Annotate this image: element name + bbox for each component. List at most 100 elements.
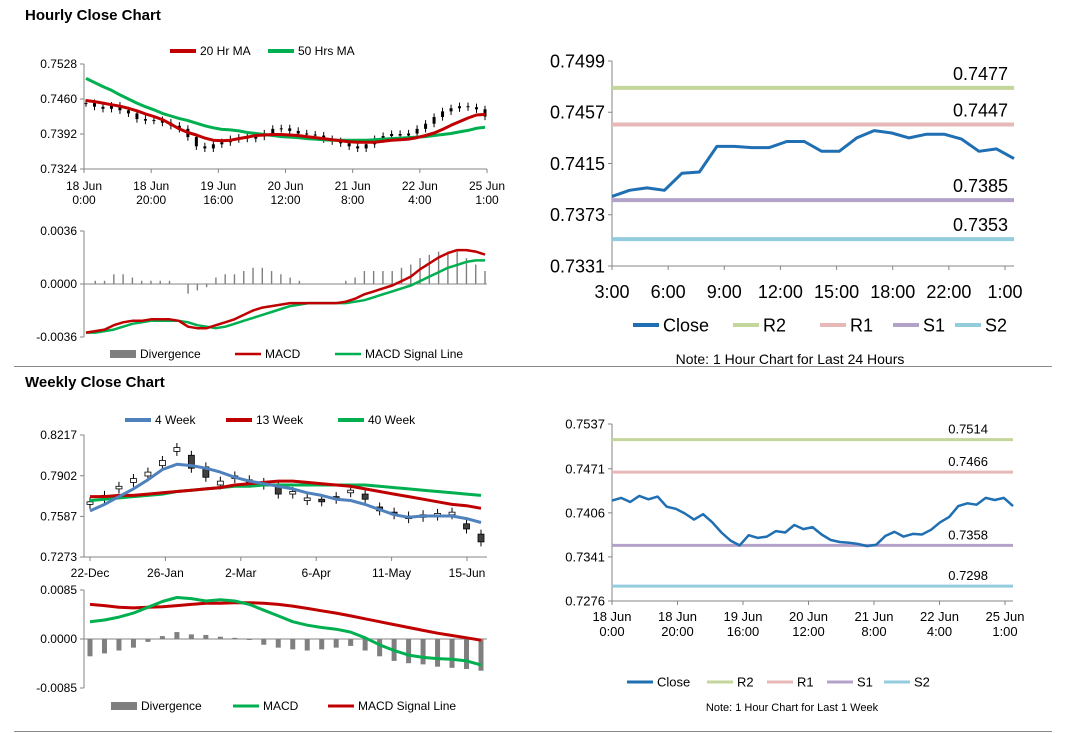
weekly-divergence-bar (377, 639, 383, 657)
hourly-pivot-y-tick-label: 0.7331 (550, 256, 605, 276)
weekly-divergence-bar (116, 639, 122, 651)
weekly-divergence-bar (420, 639, 426, 665)
weekly-candle-x-tick-label: 2-Mar (225, 566, 256, 580)
weekly-candle-body (187, 454, 195, 469)
hourly-candle-body (203, 146, 207, 149)
weekly-divergence-bar (159, 636, 165, 639)
section-divider (14, 366, 1052, 367)
hourly-macd-legend-swatch (110, 350, 136, 358)
weekly-close-line (611, 494, 1014, 548)
weekly-divergence-bar (362, 639, 368, 651)
hourly-r2-level-label: 0.7477 (953, 64, 1008, 84)
hourly-candle-body (84, 103, 88, 105)
weekly-candle-x-tick-label: 6-Apr (302, 566, 331, 580)
weekly-macd-legend-swatch (111, 702, 137, 710)
hourly-candle-body (160, 120, 164, 123)
weekly-candle-body (463, 523, 470, 530)
weekly-pivot-x-tick-label: 21 Jun (854, 609, 893, 624)
hourly-candle-body (347, 143, 351, 147)
hourly-candle-body (254, 136, 258, 139)
hourly-section-title: Hourly Close Chart (25, 7, 161, 24)
weekly-candle-y-tick-label: 0.7587 (40, 510, 77, 524)
weekly-pivot-y-tick-label: 0.7276 (565, 594, 605, 609)
hourly-candle-x-tick-label: 20 Jun (267, 179, 303, 193)
weekly-pivot-x-tick-label: 20:00 (661, 624, 694, 639)
hourly-candle-body (364, 144, 368, 149)
hourly-candle-body (143, 119, 147, 121)
weekly-pivot-x-tick-label: 20 Jun (789, 609, 828, 624)
hourly-macd-legend-label: Divergence (140, 347, 201, 361)
hourly-macd-legend-label: MACD (265, 347, 301, 361)
weekly-candle-body (318, 498, 326, 503)
hourly-pivot-legend-label: S1 (923, 315, 945, 335)
weekly-divergence-bar (333, 639, 339, 648)
hourly-candle-x-tick-label: 8:00 (341, 193, 365, 207)
weekly-pivot-x-tick-label: 4:00 (927, 624, 952, 639)
hourly-pivot-y-tick-label: 0.7499 (550, 51, 605, 71)
hourly-candle-body (475, 107, 479, 110)
weekly-candle-body (86, 501, 94, 505)
hourly-candle-body (194, 137, 198, 147)
weekly-s2-level-label: 0.7298 (948, 568, 988, 583)
hourly-pivot-chart: 0.7499 0.7457 0.7415 0.7373 0.7331 3:00 6:00 9:… (550, 51, 1023, 367)
hourly-candle-x-tick-label: 19 Jun (200, 179, 236, 193)
weekly-divergence-bar (232, 637, 238, 639)
weekly-pivot-y-tick-label: 0.7406 (565, 505, 605, 520)
weekly-divergence-bar (406, 639, 412, 664)
weekly-candle-x-tick-label: 26-Jan (147, 566, 184, 580)
hourly-candle-body (441, 111, 445, 118)
hourly-pivot-legend-label: S2 (985, 315, 1007, 335)
weekly-candle-x-tick-label: 11-May (372, 566, 411, 580)
weekly-pivot-y-tick-label: 0.7471 (565, 461, 605, 476)
hourly-macd-signal-line (86, 259, 485, 334)
hourly-macd-y-tick-label: -0.0036 (36, 330, 77, 344)
weekly-r1-level-label: 0.7466 (948, 454, 988, 469)
weekly-candle-body (159, 460, 166, 467)
weekly-macd-y-tick-label: 0.0085 (40, 583, 77, 597)
hourly-candle-body (458, 106, 462, 109)
weekly-pivot-y-tick-label: 0.7341 (565, 549, 605, 564)
weekly-candle-x-tick-label: 22-Dec (71, 566, 110, 580)
weekly-candle-y-tick-label: 0.7902 (40, 469, 77, 483)
hourly-candle-body (288, 128, 292, 131)
weekly-4-week-ma-line (89, 462, 482, 524)
weekly-macd-y-tick-label: -0.0085 (36, 681, 77, 695)
hourly-candle-body (271, 128, 275, 134)
weekly-pivot-y-tick-label: 0.7537 (565, 417, 605, 432)
weekly-macd-legend-label: MACD Signal Line (358, 699, 456, 713)
hourly-candle-body (109, 105, 113, 109)
hourly-close-line (611, 129, 1015, 198)
hourly-candle-x-tick-label: 21 Jun (335, 179, 371, 193)
weekly-divergence-bar (246, 639, 252, 640)
hourly-candle-y-tick-label: 0.7324 (40, 162, 77, 176)
hourly-pivot-note: Note: 1 Hour Chart for Last 24 Hours (676, 351, 905, 367)
hourly-pivot-x-tick-label: 3:00 (594, 282, 629, 302)
weekly-divergence-bar (478, 639, 484, 671)
weekly-candle-chart: 0.8217 0.7902 0.7587 0.7273 22-Dec 26-Jan 2-Ma… (40, 413, 487, 580)
weekly-divergence-bar (464, 639, 470, 669)
hourly-macd-y-tick-label: 0.0000 (40, 277, 77, 291)
hourly-candle-body (211, 144, 215, 149)
weekly-candle-body (144, 471, 152, 477)
bottom-divider (14, 731, 1052, 732)
hourly-candle-body (449, 108, 453, 112)
weekly-candle-body (303, 497, 311, 501)
weekly-pivot-x-tick-label: 19 Jun (723, 609, 762, 624)
hourly-pivot-x-tick-label: 15:00 (814, 282, 859, 302)
weekly-divergence-bar (261, 639, 267, 645)
weekly-divergence-bar (130, 639, 136, 648)
weekly-candle-x-tick-label: 15-Jun (449, 566, 486, 580)
weekly-pivot-x-tick-label: 18 Jun (592, 609, 631, 624)
weekly-section-title: Weekly Close Chart (25, 374, 165, 391)
hourly-pivot-legend-label: Close (663, 315, 709, 335)
hourly-candle-x-tick-label: 4:00 (408, 193, 432, 207)
weekly-candle-body (173, 447, 181, 452)
weekly-candle-body (289, 491, 297, 495)
weekly-divergence-bar (203, 634, 209, 639)
hourly-candle-body (152, 120, 156, 122)
hourly-pivot-y-tick-label: 0.7415 (550, 154, 605, 174)
hourly-candle-legend-label: 20 Hr MA (200, 44, 251, 58)
weekly-candle-body (216, 480, 224, 486)
weekly-pivot-legend-label: S2 (914, 675, 930, 690)
